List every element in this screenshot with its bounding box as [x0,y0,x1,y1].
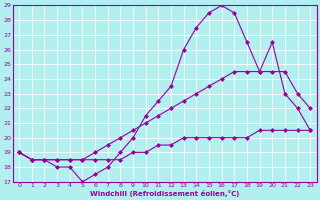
X-axis label: Windchill (Refroidissement éolien,°C): Windchill (Refroidissement éolien,°C) [90,190,239,197]
